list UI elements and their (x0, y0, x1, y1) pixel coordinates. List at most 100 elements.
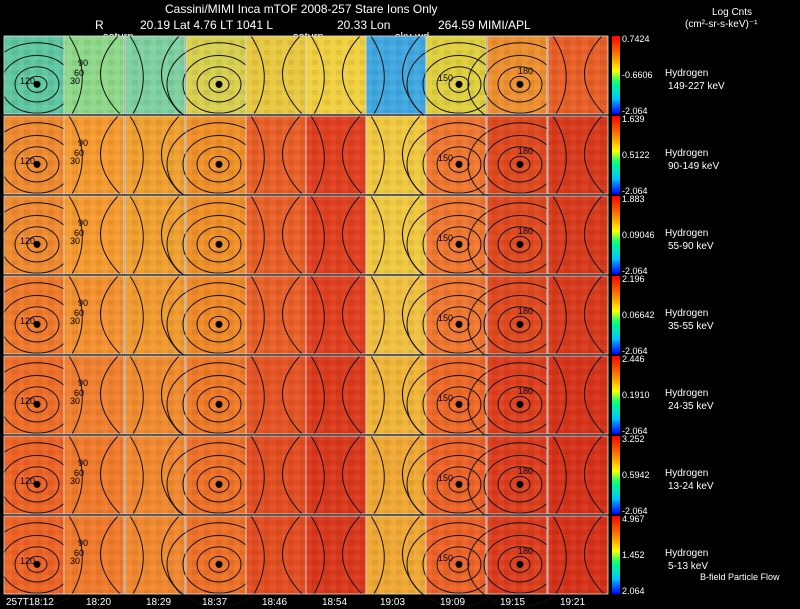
colorbar-mid: 0.06642 (622, 310, 655, 320)
species-label: Hydrogen (665, 228, 709, 239)
contour-line (370, 355, 385, 435)
panel-texture (246, 36, 306, 114)
saturn-marker (516, 80, 524, 88)
panel-texture (186, 36, 246, 114)
colorbar (612, 116, 620, 194)
panel-texture (426, 116, 486, 194)
contour-line (14, 146, 60, 183)
contour-label: 30 (70, 156, 80, 166)
contour-line (310, 275, 325, 355)
time-tick-label: 257T18:12 (6, 597, 54, 608)
panel-texture (426, 36, 486, 114)
contour-line (342, 35, 363, 115)
contour-line (208, 155, 230, 173)
contour-line (196, 306, 242, 343)
saturn-marker (33, 80, 41, 88)
panel-texture (366, 516, 426, 594)
saturn-marker (455, 480, 463, 488)
panel-border (63, 355, 125, 435)
contour-line (497, 386, 543, 423)
contour-label: 30 (70, 556, 80, 566)
contour-line (282, 115, 303, 195)
colorbar-max: 2.196 (622, 274, 645, 284)
contour-line (370, 115, 385, 195)
contour-line (497, 226, 543, 263)
contour-line (436, 546, 482, 583)
saturn-marker (33, 480, 41, 488)
panel-border (547, 35, 609, 115)
contour-line (509, 155, 531, 173)
contour-line (497, 146, 543, 183)
contour-label: 150 (438, 473, 453, 483)
panel-texture (246, 196, 306, 274)
title-line: Cassini/MIMI Inca mTOF 2008-257 Stare Io… (165, 2, 438, 16)
saturn-marker (215, 320, 223, 328)
contour-label: 150 (438, 233, 453, 243)
saturn-marker (33, 400, 41, 408)
contour-line (436, 66, 482, 103)
panel-texture (64, 436, 124, 514)
contour-line (310, 35, 325, 115)
contour-line (448, 315, 470, 333)
contour-line (584, 35, 605, 115)
colorbar-min: -2.064 (622, 346, 648, 356)
panel-texture (548, 116, 608, 194)
contour-label: 180 (518, 386, 533, 396)
contour-line (282, 435, 303, 515)
contour-line (584, 195, 605, 275)
time-tick-label: 18:37 (202, 597, 228, 608)
contour-line (436, 146, 482, 183)
contour-line (250, 275, 265, 355)
contour-line (100, 515, 121, 595)
panel-texture (125, 196, 185, 274)
saturn-marker (33, 240, 41, 248)
contour-line (509, 395, 531, 413)
panel-border (486, 115, 548, 195)
panel-border (486, 275, 548, 355)
contour-line (68, 115, 83, 195)
contour-label: 150 (438, 393, 453, 403)
panel-texture (306, 36, 366, 114)
panel-texture (125, 516, 185, 594)
contour-line (26, 395, 48, 413)
panel-texture (366, 276, 426, 354)
panel-border (63, 435, 125, 515)
contour-label: 60 (74, 228, 84, 238)
panel-border (486, 35, 548, 115)
panel-texture (4, 276, 64, 354)
contour-line (100, 35, 121, 115)
species-label: Hydrogen (665, 148, 709, 159)
contour-label: 90 (78, 538, 88, 548)
energy-label: 5-13 keV (668, 561, 709, 572)
header-lat-lt: 20.19 Lat 4.76 LT 1041 L (140, 18, 274, 32)
colorbar-min: -2.064 (622, 106, 648, 116)
panel-texture (487, 516, 547, 594)
contour-line (100, 435, 121, 515)
panel-texture (306, 276, 366, 354)
saturn-marker (215, 400, 223, 408)
colorbar-max: 4.967 (622, 514, 645, 524)
colorbar (612, 436, 620, 514)
contour-line (26, 155, 48, 173)
panel-border (547, 275, 609, 355)
contour-line (552, 195, 567, 275)
panel-border (547, 435, 609, 515)
panel-border (63, 275, 125, 355)
panel-texture (64, 356, 124, 434)
contour-line (196, 546, 242, 583)
panel-texture (64, 516, 124, 594)
species-label: Hydrogen (665, 468, 709, 479)
contour-line (196, 146, 242, 183)
panel-texture (186, 516, 246, 594)
contour-line (282, 355, 303, 435)
panel-texture (548, 36, 608, 114)
species-label: Hydrogen (665, 308, 709, 319)
colorbar-mid: -0.6606 (622, 70, 653, 80)
saturn-marker (455, 560, 463, 568)
panel-texture (548, 436, 608, 514)
panel-texture (487, 116, 547, 194)
panel-texture (64, 36, 124, 114)
panel-texture (4, 196, 64, 274)
contour-label: 60 (74, 148, 84, 158)
time-tick-label: 18:20 (86, 597, 112, 608)
